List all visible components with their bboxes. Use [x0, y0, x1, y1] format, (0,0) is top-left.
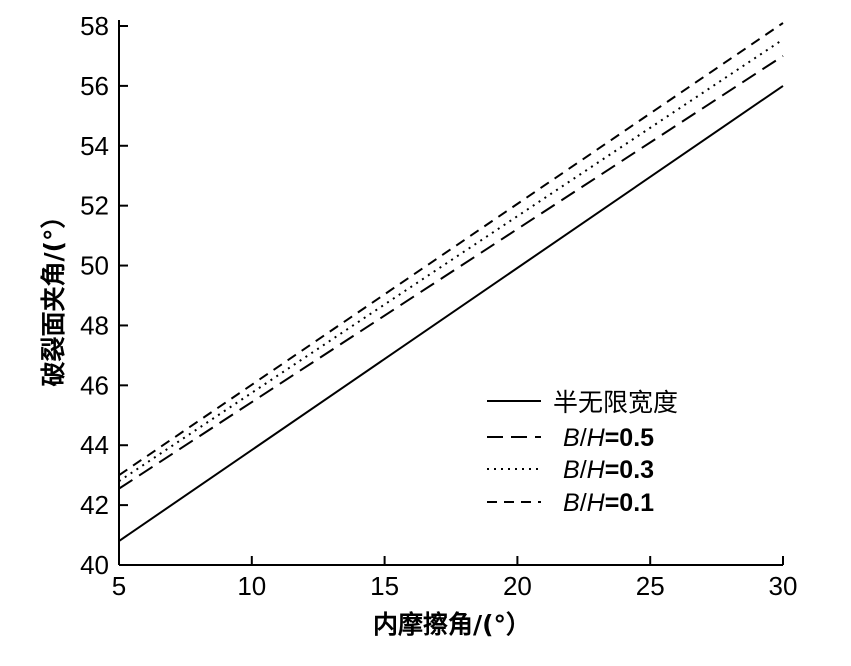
y-axis-label: 破裂面夹角/(°）	[39, 203, 68, 386]
y-tick-label-5: 50	[80, 251, 109, 281]
x-tick-label-5: 30	[769, 571, 798, 601]
y-tick-label-7: 54	[80, 131, 109, 161]
legend-label-3-h: H	[587, 489, 606, 517]
x-tick-label-3: 20	[503, 571, 532, 601]
series-line-1	[118, 55, 784, 490]
x-tick-label-1: 10	[237, 571, 266, 601]
x-tick-label-0: 5	[112, 571, 126, 601]
legend-label-3: B/H=0.1	[563, 489, 654, 517]
y-tick-label-2: 44	[80, 430, 109, 460]
series-line-2	[118, 38, 784, 482]
legend-label-1: B/H=0.5	[563, 424, 654, 452]
legend-label-2-b: B	[563, 456, 580, 484]
y-tick-label-9: 58	[80, 11, 109, 41]
y-tick-label-4: 48	[80, 310, 109, 340]
series-line-3	[118, 22, 784, 476]
x-tick-label-4: 25	[636, 571, 665, 601]
y-ticks: 40 42 44 46 48 50 52 54 56 58	[80, 11, 128, 580]
legend-label-1-b: B	[563, 424, 580, 452]
legend-label-2-h: H	[587, 456, 606, 484]
x-tick-label-2: 15	[370, 571, 399, 601]
legend-label-2-value: =0.3	[605, 456, 654, 484]
legend: 半无限宽度 B/H=0.5 B/H=0.3 B/H=0.1	[487, 389, 678, 517]
legend-label-0: 半无限宽度	[553, 389, 678, 417]
legend-label-1-value: =0.5	[605, 424, 654, 452]
legend-label-1-h: H	[587, 424, 606, 452]
y-tick-label-3: 46	[80, 370, 109, 400]
legend-label-3-b: B	[563, 489, 580, 517]
y-tick-label-0: 40	[80, 550, 109, 580]
x-axis-label: 内摩擦角/(°）	[373, 610, 531, 639]
y-tick-label-1: 42	[80, 490, 109, 520]
x-ticks: 5 10 15 20 25 30	[112, 556, 798, 601]
legend-label-1-sep: /	[580, 424, 587, 452]
axes	[118, 20, 783, 566]
legend-label-3-sep: /	[580, 489, 587, 517]
series-layer	[118, 22, 784, 542]
y-tick-label-6: 52	[80, 191, 109, 221]
legend-label-2-sep: /	[580, 456, 587, 484]
legend-label-2: B/H=0.3	[563, 456, 654, 484]
y-tick-label-8: 56	[80, 71, 109, 101]
series-line-0	[118, 85, 784, 542]
legend-label-3-value: =0.1	[605, 489, 654, 517]
